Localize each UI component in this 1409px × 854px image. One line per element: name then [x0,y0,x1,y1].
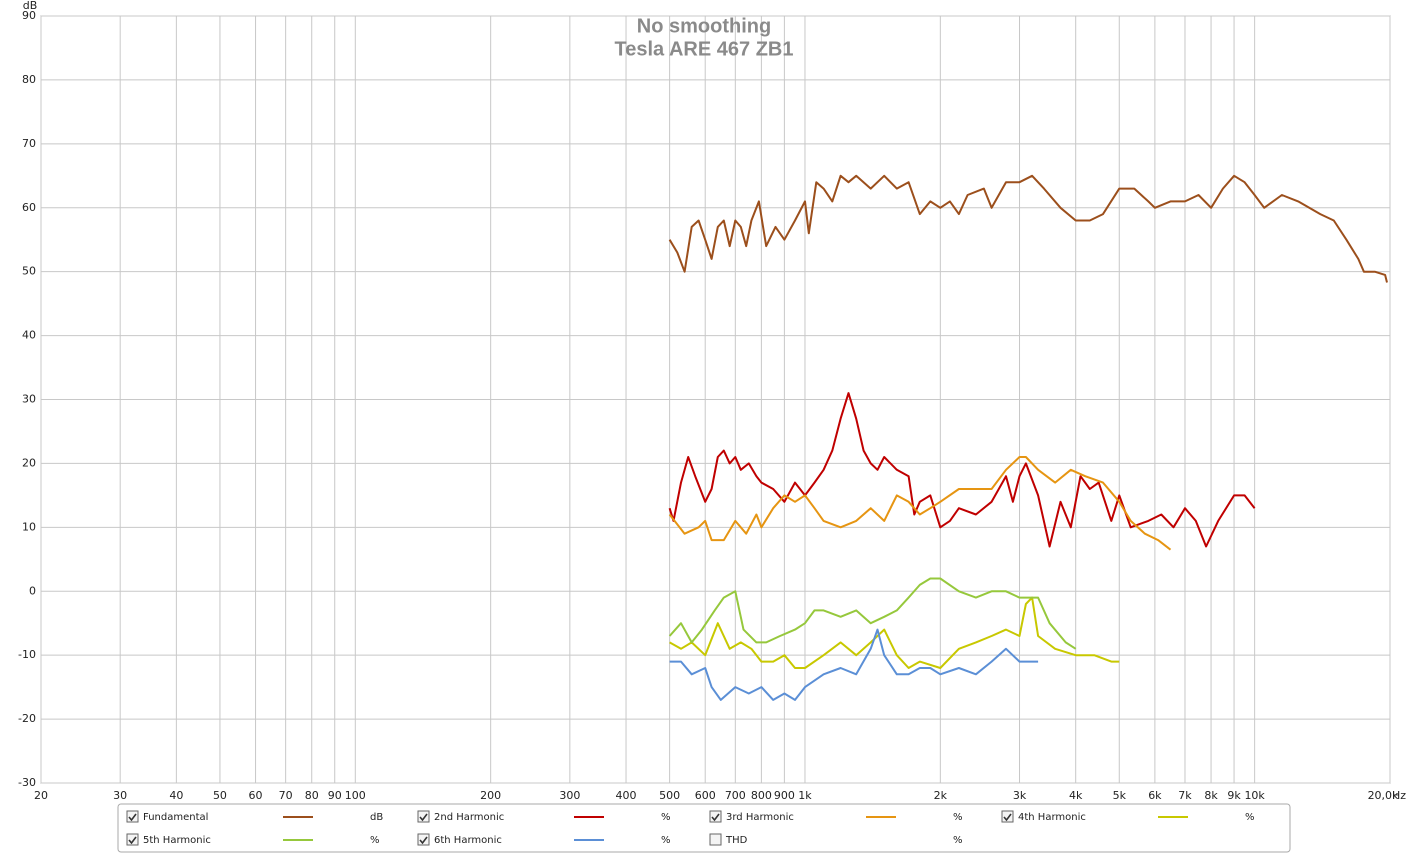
legend-checkbox [417,833,430,846]
x-tick-label: 1k [798,789,812,802]
legend-checkmark [711,813,720,822]
series-line [669,596,1120,669]
x-tick-label: 600 [695,789,716,802]
legend-item: 5th Harmonic% [126,833,380,846]
x-tick-label: 100 [345,789,366,802]
x-tick-label: 2k [934,789,948,802]
x-tick-label: 20,0k [1368,789,1399,802]
x-tick-label: 300 [559,789,580,802]
x-tick-label: 500 [659,789,680,802]
legend-checkmark [1003,813,1012,822]
legend-label: THD [725,835,748,846]
x-tick-label: 800 [751,789,772,802]
x-tick-label: 3k [1013,789,1027,802]
legend-unit: % [953,812,963,823]
x-tick-label: 40 [169,789,183,802]
y-tick-label: -20 [18,712,36,725]
y-tick-label: 60 [22,201,36,214]
y-tick-label: 0 [29,584,36,597]
legend-item: 2nd Harmonic% [417,810,671,823]
legend-item: 4th Harmonic% [1001,810,1255,823]
x-tick-label: 900 [774,789,795,802]
y-tick-label: 20 [22,456,36,469]
x-tick-label: 90 [328,789,342,802]
y-tick-label: 40 [22,329,36,342]
y-tick-label: 10 [22,520,36,533]
x-tick-label: 70 [279,789,293,802]
legend-checkbox [709,833,722,846]
y-tick-label: 80 [22,73,36,86]
legend-unit: % [661,812,671,823]
legend-label: 6th Harmonic [434,835,502,846]
x-tick-label: 30 [113,789,127,802]
x-tick-label: 10k [1244,789,1265,802]
legend-checkbox [126,833,139,846]
legend-checkmark [128,836,137,845]
series-line [668,577,1077,650]
chart-subtitle: Tesla ARE 467 ZB1 [615,38,794,60]
legend-checkbox [126,810,139,823]
legend-label: 5th Harmonic [143,835,211,846]
legend-item: Fundamental dB [126,810,383,823]
series-line [668,392,1256,548]
series-line [668,174,1388,283]
chart-title: No smoothing [637,15,771,37]
x-tick-label: 7k [1178,789,1192,802]
legend-label: 2nd Harmonic [434,812,504,823]
x-tick-label: 60 [249,789,263,802]
legend-unit: % [953,835,963,846]
legend-checkbox [417,810,430,823]
plot-lines [668,174,1388,701]
legend-label: Fundamental [143,812,208,823]
x-tick-label: 80 [305,789,319,802]
y-tick-label: -30 [18,776,36,789]
legend-box [117,803,1291,853]
y-tick-label: -10 [18,648,36,661]
x-tick-label: 5k [1113,789,1127,802]
x-tick-label: 20 [34,789,48,802]
x-tick-label: 6k [1148,789,1162,802]
series-line [669,628,1039,701]
x-tick-label: 50 [213,789,227,802]
legend: Fundamental dB 2nd Harmonic% 3rd Harmonic% 4… [126,810,1255,846]
legend-checkbox [1001,810,1014,823]
legend-checkbox [709,810,722,823]
y-tick-label: 30 [22,393,36,406]
legend-label: 3rd Harmonic [726,812,794,823]
legend-checkmark [128,813,137,822]
x-tick-label: 400 [616,789,637,802]
legend-unit: % [370,835,380,846]
x-tick-label: 9k [1227,789,1241,802]
x-axis-label: Hz [1392,789,1406,802]
legend-unit: % [661,835,671,846]
legend-label: 4th Harmonic [1018,812,1086,823]
y-tick-label: 90 [22,9,36,22]
legend-checkmark [419,813,428,822]
y-tick-label: 70 [22,137,36,150]
x-tick-label: 4k [1069,789,1083,802]
legend-item: 6th Harmonic% [417,833,671,846]
legend-unit: % [1245,812,1255,823]
legend-checkmark [419,836,428,845]
series-line [668,456,1172,551]
x-tick-label: 200 [480,789,501,802]
x-tick-label: 700 [725,789,746,802]
x-tick-label: 8k [1204,789,1218,802]
legend-unit: dB [370,812,383,823]
y-tick-label: 50 [22,265,36,278]
y-axis-label: dB [23,0,38,12]
legend-item: 3rd Harmonic% [709,810,963,823]
legend-item: THD% [709,833,963,846]
